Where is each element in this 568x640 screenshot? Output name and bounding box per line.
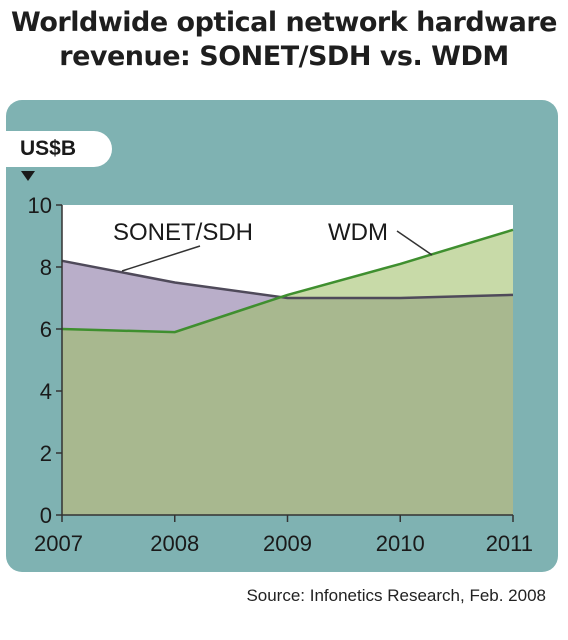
y-tick-label: 8: [40, 255, 52, 280]
y-axis-arrow-icon: [21, 171, 35, 181]
x-tick-label: 2008: [150, 531, 199, 556]
x-tick-label: 2007: [34, 531, 83, 556]
x-tick-label: 2009: [263, 531, 312, 556]
series-label-sonet-sdh: SONET/SDH: [113, 219, 253, 246]
chart-title-line-2: revenue: SONET/SDH vs. WDM: [59, 41, 509, 72]
series-label-wdm: WDM: [328, 219, 388, 246]
chart-title: Worldwide optical network hardware reven…: [0, 6, 568, 74]
y-tick-label: 4: [40, 379, 52, 404]
chart-title-line-1: Worldwide optical network hardware: [11, 7, 557, 38]
y-tick-label: 10: [28, 193, 52, 218]
x-tick-label: 2010: [376, 531, 425, 556]
wdm-leader-line: [396, 230, 433, 256]
sonet-sdh-leader-line: [121, 245, 201, 272]
series-line-sonet-sdh: [61, 259, 514, 300]
common-area: [62, 294, 513, 515]
source-note: Source: Infonetics Research, Feb. 2008: [246, 586, 546, 605]
x-tick-label: 2011: [486, 531, 533, 556]
y-tick-label: 2: [40, 441, 52, 466]
y-axis-unit-label: US$B: [6, 131, 112, 167]
y-tick-label: 0: [40, 503, 52, 528]
y-tick-label: 6: [40, 317, 52, 342]
series-line-wdm: [61, 228, 514, 334]
